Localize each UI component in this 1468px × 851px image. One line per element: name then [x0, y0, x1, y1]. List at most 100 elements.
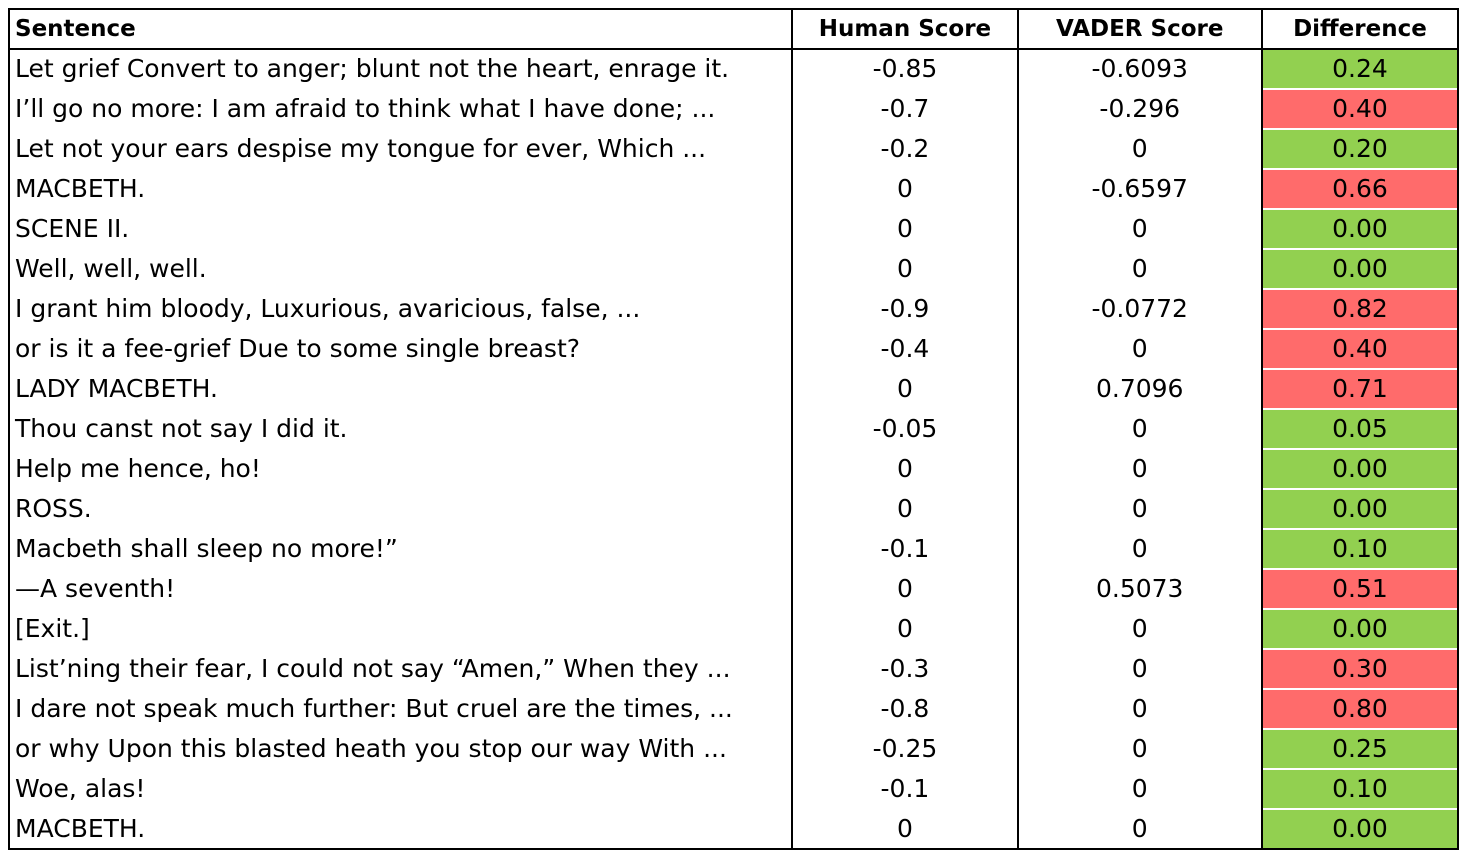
table-row: Woe, alas! -0.1 0 0.10 — [7, 768, 1460, 809]
human-score-cell: 0 — [791, 209, 1019, 249]
table-row: ROSS. 0 0 0.00 — [7, 488, 1460, 529]
difference-cell: 0.66 — [1260, 168, 1460, 209]
sentence-cell: List’ning their fear, I could not say “A… — [7, 649, 794, 689]
difference-cell: 0.10 — [1260, 768, 1460, 809]
difference-cell: 0.00 — [1260, 488, 1460, 529]
difference-cell: 0.80 — [1260, 688, 1460, 729]
sentence-cell: —A seventh! — [7, 569, 794, 609]
human-score-cell: 0 — [791, 249, 1019, 289]
human-score-cell: -0.85 — [791, 49, 1019, 89]
human-score-cell: -0.3 — [791, 649, 1019, 689]
sentence-cell: LADY MACBETH. — [7, 369, 794, 409]
difference-cell: 0.05 — [1260, 408, 1460, 449]
human-score-cell: 0 — [791, 809, 1019, 850]
vader-score-cell: -0.0772 — [1016, 289, 1263, 329]
human-score-cell: 0 — [791, 489, 1019, 529]
table-body: Let grief Convert to anger; blunt not th… — [7, 48, 1460, 850]
header-difference: Difference — [1260, 8, 1460, 50]
sentiment-score-table: Sentence Human Score VADER Score Differe… — [7, 8, 1460, 850]
sentence-cell: Woe, alas! — [7, 769, 794, 809]
difference-cell: 0.10 — [1260, 528, 1460, 569]
sentence-cell: [Exit.] — [7, 609, 794, 649]
sentence-cell: or why Upon this blasted heath you stop … — [7, 729, 794, 769]
difference-cell: 0.00 — [1260, 448, 1460, 489]
header-sentence: Sentence — [7, 8, 794, 50]
sentence-cell: MACBETH. — [7, 809, 794, 850]
table-row: MACBETH. 0 -0.6597 0.66 — [7, 168, 1460, 209]
difference-cell: 0.24 — [1260, 48, 1460, 89]
table-row: List’ning their fear, I could not say “A… — [7, 648, 1460, 689]
difference-cell: 0.82 — [1260, 288, 1460, 329]
sentence-cell: I’ll go no more: I am afraid to think wh… — [7, 89, 794, 129]
vader-score-cell: 0.5073 — [1016, 569, 1263, 609]
vader-score-cell: 0 — [1016, 689, 1263, 729]
difference-cell: 0.20 — [1260, 128, 1460, 169]
vader-score-cell: 0 — [1016, 529, 1263, 569]
human-score-cell: 0 — [791, 369, 1019, 409]
human-score-cell: 0 — [791, 169, 1019, 209]
vader-score-cell: 0 — [1016, 129, 1263, 169]
vader-score-cell: 0 — [1016, 769, 1263, 809]
table-row: Thou canst not say I did it. -0.05 0 0.05 — [7, 408, 1460, 449]
vader-score-cell: -0.6597 — [1016, 169, 1263, 209]
table-row: or why Upon this blasted heath you stop … — [7, 728, 1460, 769]
human-score-cell: 0 — [791, 449, 1019, 489]
difference-cell: 0.25 — [1260, 728, 1460, 769]
header-human-score: Human Score — [791, 8, 1019, 50]
table-row: LADY MACBETH. 0 0.7096 0.71 — [7, 368, 1460, 409]
human-score-cell: -0.2 — [791, 129, 1019, 169]
vader-score-cell: 0 — [1016, 729, 1263, 769]
human-score-cell: -0.1 — [791, 529, 1019, 569]
human-score-cell: -0.9 — [791, 289, 1019, 329]
table-row: Let not your ears despise my tongue for … — [7, 128, 1460, 169]
human-score-cell: 0 — [791, 569, 1019, 609]
sentence-cell: MACBETH. — [7, 169, 794, 209]
sentence-cell: Thou canst not say I did it. — [7, 409, 794, 449]
human-score-cell: -0.05 — [791, 409, 1019, 449]
table-row: Let grief Convert to anger; blunt not th… — [7, 48, 1460, 89]
table-row: Macbeth shall sleep no more!” -0.1 0 0.10 — [7, 528, 1460, 569]
difference-cell: 0.30 — [1260, 648, 1460, 689]
difference-cell: 0.00 — [1260, 808, 1460, 850]
human-score-cell: -0.8 — [791, 689, 1019, 729]
vader-score-cell: 0 — [1016, 609, 1263, 649]
human-score-cell: -0.7 — [791, 89, 1019, 129]
vader-score-cell: 0.7096 — [1016, 369, 1263, 409]
vader-score-cell: 0 — [1016, 409, 1263, 449]
difference-cell: 0.40 — [1260, 88, 1460, 129]
human-score-cell: -0.4 — [791, 329, 1019, 369]
sentence-cell: Well, well, well. — [7, 249, 794, 289]
table-row: I grant him bloody, Luxurious, avariciou… — [7, 288, 1460, 329]
human-score-cell: -0.1 — [791, 769, 1019, 809]
sentence-cell: ROSS. — [7, 489, 794, 529]
sentence-cell: I grant him bloody, Luxurious, avariciou… — [7, 289, 794, 329]
vader-score-cell: 0 — [1016, 209, 1263, 249]
vader-score-cell: 0 — [1016, 249, 1263, 289]
difference-cell: 0.51 — [1260, 568, 1460, 609]
table-header-row: Sentence Human Score VADER Score Differe… — [7, 8, 1460, 50]
table-row: or is it a fee-grief Due to some single … — [7, 328, 1460, 369]
header-vader-score: VADER Score — [1016, 8, 1263, 50]
difference-cell: 0.00 — [1260, 248, 1460, 289]
sentence-cell: Let not your ears despise my tongue for … — [7, 129, 794, 169]
vader-score-cell: -0.296 — [1016, 89, 1263, 129]
sentence-cell: or is it a fee-grief Due to some single … — [7, 329, 794, 369]
table-row: MACBETH. 0 0 0.00 — [7, 808, 1460, 850]
vader-score-cell: 0 — [1016, 489, 1263, 529]
difference-cell: 0.00 — [1260, 608, 1460, 649]
table-row: —A seventh! 0 0.5073 0.51 — [7, 568, 1460, 609]
table-row: Help me hence, ho! 0 0 0.00 — [7, 448, 1460, 489]
difference-cell: 0.00 — [1260, 208, 1460, 249]
sentence-cell: SCENE II. — [7, 209, 794, 249]
vader-score-cell: 0 — [1016, 329, 1263, 369]
vader-score-cell: 0 — [1016, 649, 1263, 689]
table-row: [Exit.] 0 0 0.00 — [7, 608, 1460, 649]
sentence-cell: Let grief Convert to anger; blunt not th… — [7, 49, 794, 89]
difference-cell: 0.71 — [1260, 368, 1460, 409]
table-row: Well, well, well. 0 0 0.00 — [7, 248, 1460, 289]
table-row: I dare not speak much further: But cruel… — [7, 688, 1460, 729]
sentence-cell: I dare not speak much further: But cruel… — [7, 689, 794, 729]
vader-score-cell: -0.6093 — [1016, 49, 1263, 89]
sentence-cell: Help me hence, ho! — [7, 449, 794, 489]
table-row: I’ll go no more: I am afraid to think wh… — [7, 88, 1460, 129]
